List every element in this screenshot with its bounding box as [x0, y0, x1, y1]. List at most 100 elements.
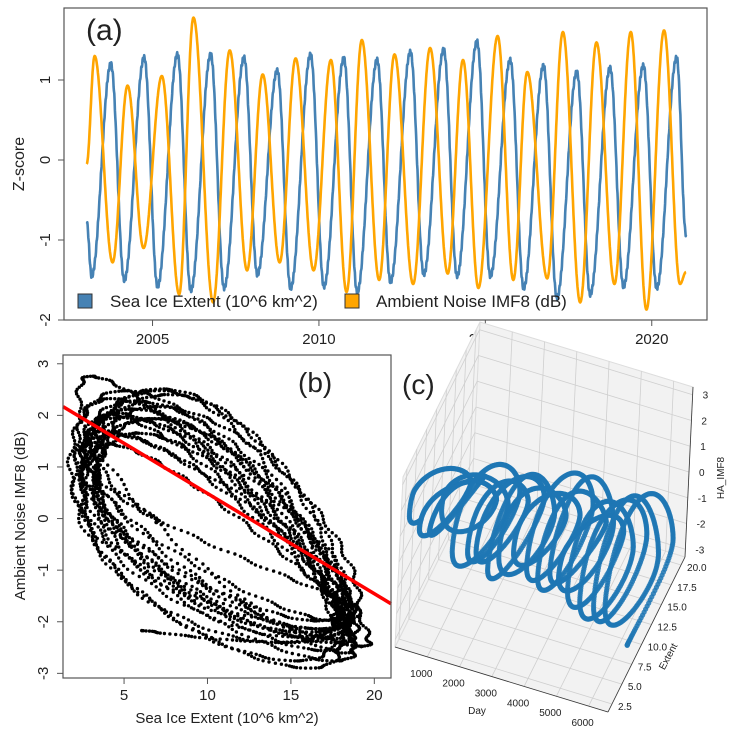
data-point — [325, 638, 328, 641]
data-point — [295, 581, 298, 584]
data-point — [201, 633, 204, 636]
data-point — [186, 531, 189, 534]
data-point — [215, 486, 218, 489]
data-point — [288, 500, 291, 503]
data-point — [282, 607, 285, 610]
data-point — [289, 659, 292, 662]
data-point — [95, 495, 98, 498]
data-point — [84, 446, 87, 449]
data-point — [85, 452, 88, 455]
data-point — [266, 476, 269, 479]
data-point — [243, 627, 246, 630]
data-point — [335, 584, 338, 587]
data-point — [163, 393, 166, 396]
data-point — [109, 417, 112, 420]
y-tick-label: -1 — [35, 563, 52, 576]
data-point — [70, 484, 73, 487]
data-point — [99, 552, 102, 555]
data-point — [316, 563, 319, 566]
data-point — [327, 630, 330, 633]
data-point — [300, 521, 303, 524]
data-point — [109, 405, 112, 408]
data-point — [201, 399, 204, 402]
data-point — [163, 612, 166, 615]
data-point — [140, 629, 143, 632]
data-point — [179, 597, 182, 600]
data-point — [212, 430, 215, 433]
data-point — [154, 564, 157, 567]
data-point — [187, 395, 190, 398]
data-point — [160, 551, 163, 554]
data-point — [105, 397, 108, 400]
data-point — [322, 596, 325, 599]
data-point — [229, 615, 232, 618]
data-point — [317, 508, 320, 511]
data-point — [350, 601, 353, 604]
data-point — [109, 391, 112, 394]
data-point — [151, 576, 154, 579]
data-point — [224, 444, 227, 447]
data-point — [97, 463, 100, 466]
data-point — [281, 635, 284, 638]
data-point — [106, 545, 109, 548]
data-point — [100, 532, 103, 535]
data-point — [120, 572, 123, 575]
data-point — [227, 419, 230, 422]
data-point — [243, 610, 246, 613]
data-point — [278, 500, 281, 503]
data-point — [263, 519, 266, 522]
data-point — [210, 440, 213, 443]
data-point — [149, 443, 152, 446]
data-point — [254, 563, 257, 566]
data-point — [205, 587, 208, 590]
data-point — [136, 587, 139, 590]
data-point — [236, 422, 239, 425]
data-point — [325, 659, 328, 662]
data-point — [187, 432, 190, 435]
data-point — [312, 564, 315, 567]
data-point — [261, 444, 264, 447]
data-point — [312, 568, 315, 571]
data-point — [312, 572, 315, 575]
data-point — [242, 590, 245, 593]
data-point — [77, 478, 80, 481]
data-point — [217, 611, 220, 614]
data-point — [320, 511, 323, 514]
data-point — [153, 569, 156, 572]
data-point — [250, 529, 253, 532]
panel-a-timeseries: 200520102015202010-1-2Z-score(a)Sea Ice … — [11, 8, 707, 348]
data-point — [219, 465, 222, 468]
data-point — [174, 633, 177, 636]
data-point — [84, 425, 87, 428]
data-point — [303, 493, 306, 496]
data-point — [293, 551, 296, 554]
data-point — [330, 628, 333, 631]
data-point — [113, 490, 116, 493]
data-point — [171, 569, 174, 572]
data-point — [250, 436, 253, 439]
data-point — [102, 392, 105, 395]
data-point — [196, 536, 199, 539]
data-point — [89, 450, 92, 453]
data-point — [142, 508, 145, 511]
data-point — [353, 569, 356, 572]
data-point — [190, 561, 193, 564]
data-point — [119, 398, 122, 401]
data-point — [330, 577, 333, 580]
data-point — [309, 666, 312, 669]
data-point — [163, 579, 166, 582]
data-point — [300, 568, 303, 571]
data-point — [128, 556, 131, 559]
data-point — [161, 403, 164, 406]
data-point — [205, 595, 208, 598]
data-point — [242, 465, 245, 468]
data-point — [203, 570, 206, 573]
data-point — [102, 505, 105, 508]
data-point — [75, 448, 78, 451]
data-point — [131, 498, 134, 501]
data-point — [352, 566, 355, 569]
data-point — [89, 510, 92, 513]
data-point — [187, 558, 190, 561]
data-point — [122, 445, 125, 448]
legend-label-sea-ice: Sea Ice Extent (10^6 km^2) — [110, 292, 318, 311]
